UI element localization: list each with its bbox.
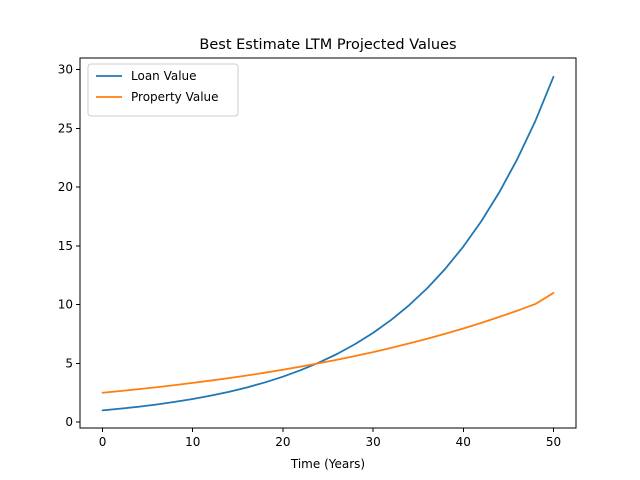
legend-label: Loan Value <box>131 69 197 83</box>
x-tick-label: 30 <box>365 435 380 449</box>
y-tick-label: 10 <box>58 298 73 312</box>
x-tick-label: 50 <box>546 435 561 449</box>
x-tick-label: 0 <box>99 435 107 449</box>
y-tick-label: 15 <box>58 239 73 253</box>
legend-box <box>87 63 239 117</box>
legend: Loan Value Property Value <box>87 63 239 117</box>
plot-frame <box>79 57 577 429</box>
series-line-1 <box>101 292 555 394</box>
y-tick-label: 0 <box>65 415 73 429</box>
y-tick-label: 30 <box>58 63 73 77</box>
y-tick-label: 5 <box>65 356 73 370</box>
x-tick-label: 40 <box>456 435 471 449</box>
x-axis-label: Time (Years) <box>290 457 365 471</box>
x-axis-ticks: 0 10 20 30 40 50 <box>99 428 561 449</box>
x-tick-label: 20 <box>275 435 290 449</box>
y-axis-ticks: 0 5 10 15 20 25 30 <box>58 63 80 429</box>
y-tick-label: 25 <box>58 121 73 135</box>
y-tick-label: 20 <box>58 180 73 194</box>
plot-area <box>101 75 555 412</box>
chart-title: Best Estimate LTM Projected Values <box>199 37 456 53</box>
x-tick-label: 10 <box>185 435 200 449</box>
legend-label: Property Value <box>131 90 219 104</box>
series-line-0 <box>101 75 555 412</box>
